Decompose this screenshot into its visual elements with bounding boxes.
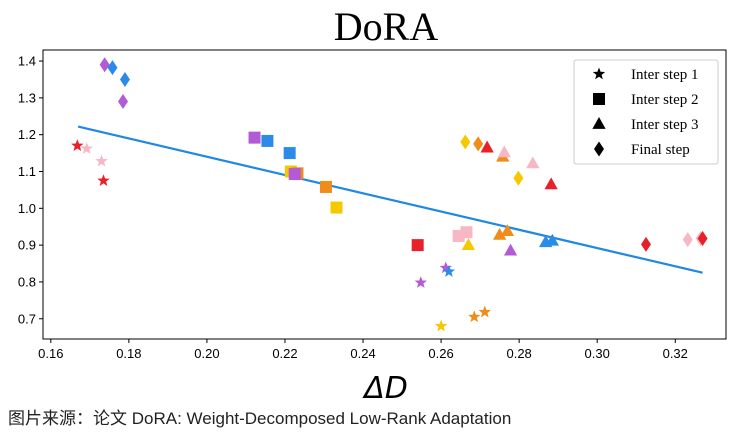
square-point — [288, 168, 301, 181]
y-tick-label: 0.9 — [18, 238, 36, 253]
data-points — [71, 57, 708, 332]
square-point — [411, 239, 424, 252]
star-point — [95, 154, 108, 167]
diamond-point — [460, 134, 471, 150]
triangle-point — [545, 233, 559, 246]
y-tick-label: 1.1 — [18, 164, 36, 179]
x-tick-label: 0.24 — [350, 346, 375, 361]
diamond-point — [473, 136, 484, 152]
diamond-point — [107, 60, 118, 76]
y-tick-label: 0.7 — [18, 311, 36, 326]
legend-marker-diamond — [594, 141, 604, 157]
x-tick-label: 0.20 — [194, 346, 219, 361]
legend-marker-star — [592, 67, 606, 80]
triangle-point — [544, 177, 558, 190]
y-tick-label: 0.8 — [18, 274, 36, 289]
square-point — [248, 131, 261, 144]
triangle-point — [480, 140, 494, 153]
x-tick-label: 0.28 — [506, 346, 531, 361]
x-tick-label: 0.32 — [663, 346, 688, 361]
legend-label: Inter step 1 — [631, 67, 698, 83]
plot-frame — [42, 49, 727, 340]
y-tick-label: 1.4 — [18, 54, 36, 69]
star-point — [478, 305, 491, 318]
y-tick-label: 1.3 — [18, 90, 36, 105]
star-point — [434, 319, 448, 332]
triangle-point — [526, 156, 540, 169]
legend-marker-triangle — [592, 117, 606, 129]
diamond-point — [697, 230, 708, 246]
square-point — [330, 201, 343, 214]
square-point — [460, 226, 473, 239]
diamond-point — [99, 57, 110, 73]
y-tick-label: 1.2 — [18, 127, 36, 142]
legend-marker-square — [593, 93, 605, 105]
y-axis: 0.7 0.8 0.9 1.0 1.1 1.2 1.3 1.4 — [18, 54, 43, 326]
star-point — [97, 174, 110, 186]
star-point — [71, 139, 84, 151]
source-caption: 图片来源：论文 DoRA: Weight-Decomposed Low-Rank… — [8, 409, 512, 428]
star-point — [80, 142, 93, 154]
star-point — [468, 310, 481, 323]
chart-title: DoRA — [334, 4, 439, 49]
diamond-point — [682, 232, 693, 248]
diamond-point — [118, 94, 129, 110]
x-tick-label: 0.18 — [116, 346, 141, 361]
star-point — [442, 265, 456, 277]
diamond-point — [119, 71, 130, 87]
diamond-point — [513, 170, 524, 186]
triangle-point — [500, 224, 515, 237]
x-axis: 0.16 0.18 0.20 0.22 0.24 0.26 0.28 0.30 0.32 — [38, 339, 688, 361]
trend-line — [77, 125, 703, 274]
triangle-point — [497, 145, 511, 158]
square-point — [261, 134, 274, 147]
legend: Inter step 1 Inter step 2 Inter step 3 Fina… — [573, 59, 719, 165]
diamond-point — [640, 236, 651, 252]
x-tick-label: 0.26 — [428, 346, 453, 361]
x-tick-label: 0.30 — [585, 346, 610, 361]
y-tick-label: 1.0 — [18, 201, 36, 216]
star-point — [414, 276, 427, 288]
trend-line-group — [77, 125, 703, 274]
legend-label: Inter step 2 — [631, 92, 698, 108]
x-tick-label: 0.16 — [38, 346, 63, 361]
square-point — [319, 180, 332, 193]
triangle-point — [461, 238, 476, 251]
legend-label: Inter step 3 — [631, 117, 698, 133]
x-tick-label: 0.22 — [272, 346, 297, 361]
square-point — [283, 147, 296, 160]
x-axis-label: ΔD — [362, 371, 408, 406]
star-point — [439, 261, 452, 274]
legend-label: Final step — [631, 142, 690, 158]
triangle-point — [503, 243, 518, 256]
triangle-point — [492, 227, 507, 240]
legend-box — [573, 59, 719, 165]
